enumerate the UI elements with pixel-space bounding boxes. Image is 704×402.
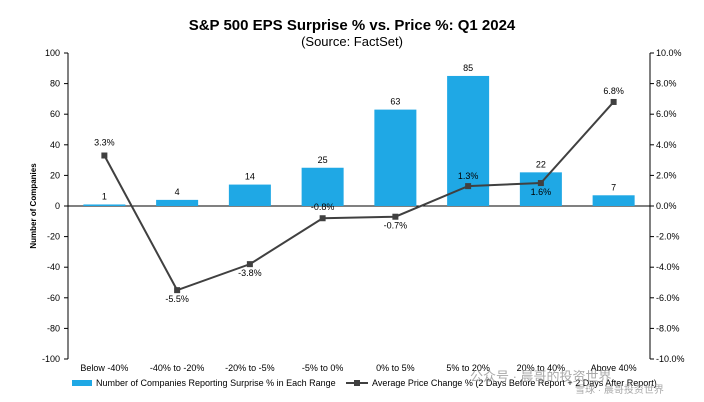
line-point (465, 183, 472, 190)
y2-tick-label: 0.0% (656, 201, 677, 211)
line-point (319, 215, 326, 222)
bar-value-label: 1 (102, 191, 107, 201)
y2-tick-label: 4.0% (656, 140, 677, 150)
y2-tick-label: -10.0% (656, 354, 685, 364)
line-value-label: 3.3% (94, 138, 115, 148)
line-value-label: -0.7% (384, 221, 408, 231)
bar-value-label: 22 (536, 159, 546, 169)
x-tick-label: Above 40% (591, 363, 637, 373)
y-tick-label: 60 (50, 109, 60, 119)
y2-tick-label: 6.0% (656, 109, 677, 119)
line-value-label: 6.8% (603, 86, 624, 96)
x-tick-label: -5% to 0% (302, 363, 344, 373)
line-point (101, 152, 108, 159)
legend-swatch-marker (354, 380, 360, 386)
y-tick-label: 40 (50, 140, 60, 150)
y2-tick-label: -8.0% (656, 323, 680, 333)
line-value-label: 1.6% (531, 187, 552, 197)
bar (156, 199, 199, 206)
bar (83, 204, 126, 206)
x-tick-label: 0% to 5% (376, 363, 415, 373)
x-tick-label: Below -40% (80, 363, 128, 373)
x-tick-label: -40% to -20% (150, 363, 205, 373)
y2-tick-label: -2.0% (656, 232, 680, 242)
chart-title: S&P 500 EPS Surprise % vs. Price %: Q1 2… (189, 17, 516, 34)
y-tick-label: -80 (47, 323, 60, 333)
line-value-label: -0.8% (311, 202, 335, 212)
price-change-line (103, 101, 615, 292)
legend-label-bars: Number of Companies Reporting Surprise %… (96, 378, 336, 388)
bar (519, 172, 562, 206)
line-value-label: -3.8% (238, 268, 262, 278)
y-axis-label: Number of Companies (29, 163, 38, 249)
line-series (101, 98, 617, 294)
y2-tick-label: 8.0% (656, 79, 677, 89)
line-point (174, 287, 181, 294)
bar-series (83, 75, 635, 206)
y-tick-label: -60 (47, 293, 60, 303)
y-tick-label: 20 (50, 170, 60, 180)
bar-value-label: 63 (390, 97, 400, 107)
bar-value-label: 85 (463, 63, 473, 73)
y-tick-label: -40 (47, 262, 60, 272)
x-tick-label: 20% to 40% (517, 363, 566, 373)
y-tick-label: 80 (50, 79, 60, 89)
bar-value-label: 4 (175, 187, 180, 197)
line-point (392, 213, 399, 220)
axes: 100806040200-20-40-60-80-10010.0%8.0%6.0… (29, 48, 685, 373)
line-point (610, 98, 617, 105)
bar (592, 195, 635, 206)
x-tick-label: 5% to 20% (446, 363, 490, 373)
watermark: 公众号 · 晨哥的投资世界 雪球 · 晨哥投资世界 (470, 369, 664, 396)
line-point (537, 180, 544, 187)
y2-tick-label: -6.0% (656, 293, 680, 303)
line-point (246, 261, 253, 268)
line-value-label: -5.5% (165, 294, 189, 304)
bar-value-label: 25 (318, 155, 328, 165)
y-tick-label: -100 (42, 354, 60, 364)
legend: Number of Companies Reporting Surprise %… (72, 378, 657, 388)
y2-tick-label: -4.0% (656, 262, 680, 272)
line-value-label: 1.3% (458, 171, 479, 181)
x-tick-label: -20% to -5% (225, 363, 275, 373)
legend-label-line: Average Price Change % (2 Days Before Re… (372, 378, 657, 388)
chart-subtitle: (Source: FactSet) (301, 34, 403, 49)
y-tick-label: 0 (55, 201, 60, 211)
bar-value-label: 7 (611, 182, 616, 192)
y2-tick-label: 2.0% (656, 170, 677, 180)
bar (301, 167, 344, 206)
watermark-line1: 公众号 · 晨哥的投资世界 (470, 369, 612, 384)
y2-tick-label: 10.0% (656, 48, 682, 58)
bar-value-label: 14 (245, 172, 255, 182)
watermark-line2: 雪球 · 晨哥投资世界 (575, 383, 664, 396)
bar (228, 184, 271, 206)
y-tick-label: -20 (47, 232, 60, 242)
legend-swatch-bars (72, 380, 92, 386)
bar (374, 109, 417, 206)
y-tick-label: 100 (45, 48, 60, 58)
data-labels: 1 4142563852273.3%-5.5%-3.8%-0.8%-0.7%1.3… (94, 63, 624, 304)
